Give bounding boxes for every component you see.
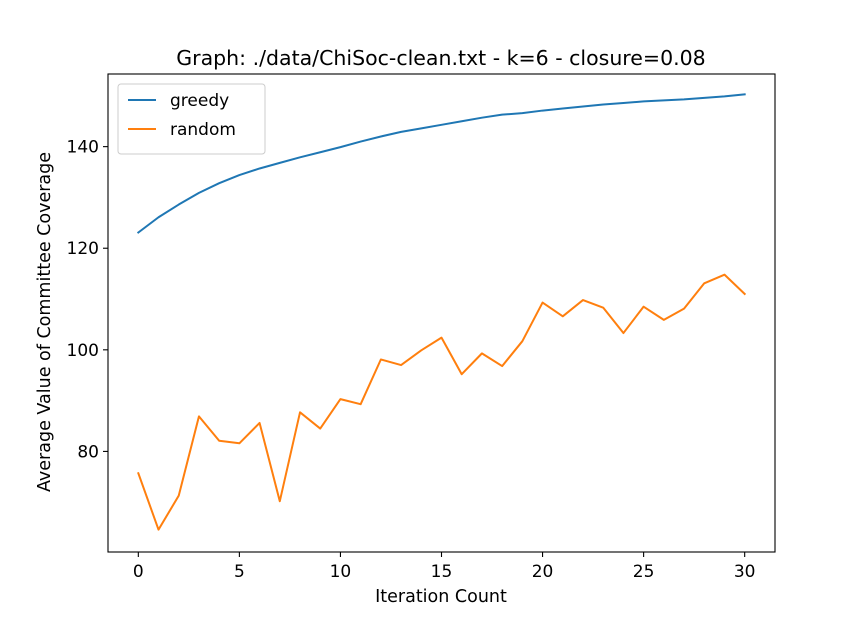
series-line-random xyxy=(137,273,747,531)
x-tick-label: 25 xyxy=(633,562,655,582)
x-tick-label: 0 xyxy=(133,562,144,582)
x-tick-label: 30 xyxy=(734,562,756,582)
y-tick-label: 140 xyxy=(67,138,99,158)
legend-label-random: random xyxy=(170,120,236,140)
legend-label-greedy: greedy xyxy=(170,91,229,111)
series-line-greedy xyxy=(136,93,746,234)
x-tick-label: 5 xyxy=(234,562,245,582)
legend: greedy random xyxy=(117,83,266,155)
x-tick-label: 10 xyxy=(330,562,352,582)
y-tick-label: 100 xyxy=(67,341,99,361)
x-tick-label: 20 xyxy=(532,562,554,582)
plot-area: 0 5 10 15 20 25 30 80 100 120 140 xyxy=(67,73,776,582)
legend-box xyxy=(117,83,266,155)
chart-title: Graph: ./data/ChiSoc-clean.txt - k=6 - c… xyxy=(176,46,705,70)
y-tick-label: 120 xyxy=(67,239,99,259)
y-axis-label: Average Value of Committee Coverage xyxy=(35,152,55,492)
y-tick-label: 80 xyxy=(77,442,99,462)
x-tick-label: 15 xyxy=(431,562,453,582)
x-axis-label: Iteration Count xyxy=(375,587,507,607)
